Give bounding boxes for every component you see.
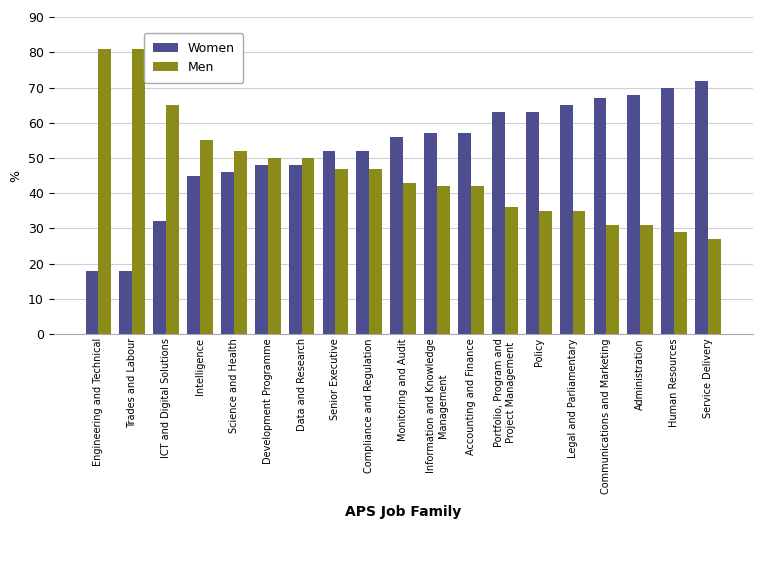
Bar [200, 141, 213, 334]
Bar [594, 98, 607, 334]
Bar [505, 207, 518, 334]
Bar [708, 239, 721, 334]
Bar [255, 165, 268, 334]
Bar [369, 169, 382, 334]
Bar [560, 105, 572, 334]
Bar [356, 151, 369, 334]
Bar [538, 211, 551, 334]
Bar [336, 169, 349, 334]
Bar [695, 81, 708, 334]
Bar [390, 137, 403, 334]
Bar [85, 271, 98, 334]
Bar [234, 151, 247, 334]
Bar [98, 49, 111, 334]
X-axis label: APS Job Family: APS Job Family [345, 505, 462, 519]
Bar [424, 134, 437, 334]
Bar [526, 112, 538, 334]
Y-axis label: %: % [9, 170, 22, 181]
Bar [154, 221, 166, 334]
Bar [607, 225, 619, 334]
Bar [627, 94, 641, 334]
Bar [492, 112, 505, 334]
Bar [674, 232, 687, 334]
Bar [132, 49, 145, 334]
Bar [166, 105, 179, 334]
Bar [119, 271, 132, 334]
Bar [661, 88, 674, 334]
Bar [437, 186, 450, 334]
Bar [403, 183, 416, 334]
Bar [323, 151, 336, 334]
Bar [471, 186, 484, 334]
Bar [289, 165, 302, 334]
Bar [221, 172, 234, 334]
Bar [187, 176, 200, 334]
Bar [268, 158, 280, 334]
Legend: Women, Men: Women, Men [144, 33, 243, 83]
Bar [302, 158, 314, 334]
Bar [458, 134, 471, 334]
Bar [572, 211, 585, 334]
Bar [641, 225, 653, 334]
